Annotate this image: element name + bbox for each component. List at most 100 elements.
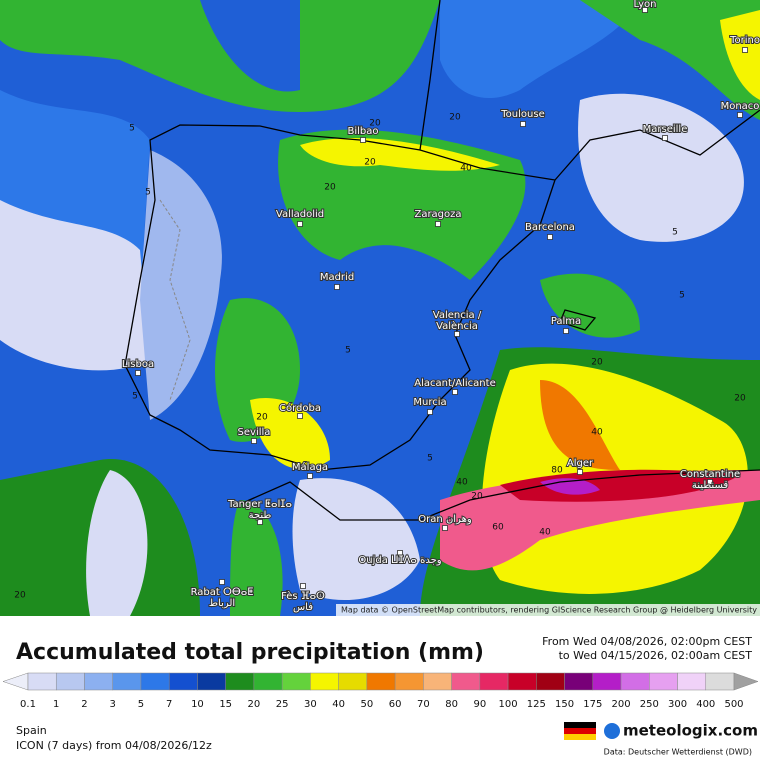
colorbar-label: 7 <box>166 699 172 710</box>
city-marker <box>397 550 403 556</box>
field <box>500 469 740 502</box>
colorbar-segment <box>479 672 509 691</box>
city-marker <box>257 519 263 525</box>
city-label: Monaco <box>721 101 760 112</box>
city-marker <box>520 121 526 127</box>
colorbar-label: 60 <box>389 699 402 710</box>
colorbar-label: 200 <box>611 699 630 710</box>
field <box>230 500 283 616</box>
colorbar-segment <box>310 672 339 691</box>
colorbar-label: 30 <box>304 699 317 710</box>
contour-label: 5 <box>129 124 135 134</box>
city-label: Barcelona <box>525 222 575 233</box>
contour-label: 80 <box>551 466 563 476</box>
field <box>580 0 760 120</box>
colorbar-label: 80 <box>445 699 458 710</box>
field <box>250 398 330 470</box>
city-label: Córdoba <box>279 402 321 414</box>
colorbar: 0.1 1 2 3 5 7 10 15 20 25 30 40 50 60 70 80 90 100 125 150 1… <box>2 672 759 710</box>
contour-label: 5 <box>427 454 433 464</box>
contour-label: 40 <box>456 478 468 488</box>
attribution-bg <box>336 604 760 616</box>
attribution: Map data © OpenStreetMap contributors, r… <box>341 606 757 615</box>
colorbar-arrow <box>2 672 29 691</box>
border <box>159 199 191 401</box>
contour-label: 60 <box>492 523 504 533</box>
colorbar-segment <box>168 672 198 691</box>
colorbar-segment <box>394 672 424 691</box>
colorbar-label: 250 <box>640 699 659 710</box>
city-label: الرباط <box>209 598 235 609</box>
city-label: Torino <box>729 35 760 46</box>
colorbar-segment <box>536 672 565 691</box>
colorbar-segment <box>366 672 396 691</box>
colorbar-label: 150 <box>555 699 574 710</box>
city-marker <box>297 221 303 227</box>
region: Spain <box>16 724 47 737</box>
city-label: قسنطينة <box>692 480 729 491</box>
city-label: Tanger ⵟⴰⵏⵊⴰ <box>227 499 292 510</box>
colorbar-arrow <box>733 672 759 691</box>
city-marker <box>662 135 668 141</box>
colorbar-label: 20 <box>248 699 261 710</box>
city-marker <box>307 473 313 479</box>
colorbar-segment <box>112 672 142 691</box>
colorbar-label: 300 <box>668 699 687 710</box>
city-marker <box>452 389 458 395</box>
city-label: طنجة <box>249 510 272 521</box>
city-label: Oran وهران <box>418 514 472 525</box>
contour-label: 40 <box>460 164 472 174</box>
city-label: Oujda ⵡⵊⴷⴰ وجدة <box>358 555 441 566</box>
city-marker <box>577 469 583 475</box>
field <box>720 10 760 100</box>
colorbar-label: 125 <box>527 699 546 710</box>
city-marker <box>547 234 553 240</box>
colorbar-segment <box>55 672 85 691</box>
city-label: Madrid <box>320 272 354 283</box>
colorbar-segment <box>451 672 481 691</box>
source: Data: Deutscher Wetterdienst (DWD) <box>604 748 752 757</box>
contour-label: 5 <box>145 188 151 198</box>
field <box>0 0 440 112</box>
city-label: Zaragoza <box>414 209 461 220</box>
city-label: Málaga <box>292 461 328 473</box>
field <box>0 200 150 371</box>
colorbar-segment <box>507 672 537 691</box>
city-marker <box>707 479 713 485</box>
contour-label: 20 <box>591 358 603 368</box>
brand: meteologix.com <box>623 722 758 740</box>
legend-title: Accumulated total precipitation (mm) <box>16 640 484 665</box>
city-label: Palma <box>551 316 581 327</box>
colorbar-label: 2 <box>81 699 87 710</box>
city-label: Rabat ⵔⴱⴰⵟ <box>191 587 254 598</box>
colorbar-label: 100 <box>499 699 518 710</box>
colorbar-label: 5 <box>138 699 144 710</box>
contour-label: 20 <box>471 492 483 502</box>
city-label: Valladolid <box>276 209 324 220</box>
colorbar-segment <box>225 672 255 691</box>
city-label: Murcia <box>413 397 446 408</box>
colorbar-label: 50 <box>361 699 374 710</box>
contour-label: 20 <box>324 183 336 193</box>
city-marker <box>435 221 441 227</box>
colorbar-label: 1 <box>53 699 59 710</box>
city-label: Alacant/Alicante <box>414 378 495 389</box>
colorbar-label: 0.1 <box>20 699 36 710</box>
colorbar-segment <box>84 672 113 691</box>
field <box>540 380 620 470</box>
city-label: Bilbao <box>347 126 378 137</box>
colorbar-segment <box>281 672 311 691</box>
colorbar-segment <box>564 672 594 691</box>
colorbar-segment <box>197 672 226 691</box>
colorbar-segment <box>592 672 622 691</box>
city-label: Constantine <box>680 469 740 480</box>
model: ICON (7 days) from 04/08/2026/12z <box>16 739 212 752</box>
city-label: Valencia / <box>433 310 482 321</box>
field <box>578 93 744 242</box>
period-to: to Wed 04/15/2026, 02:00am CEST <box>559 649 753 662</box>
city-marker <box>454 331 460 337</box>
contour-label: 5 <box>132 392 138 402</box>
city-marker <box>300 583 306 589</box>
city-marker <box>563 328 569 334</box>
